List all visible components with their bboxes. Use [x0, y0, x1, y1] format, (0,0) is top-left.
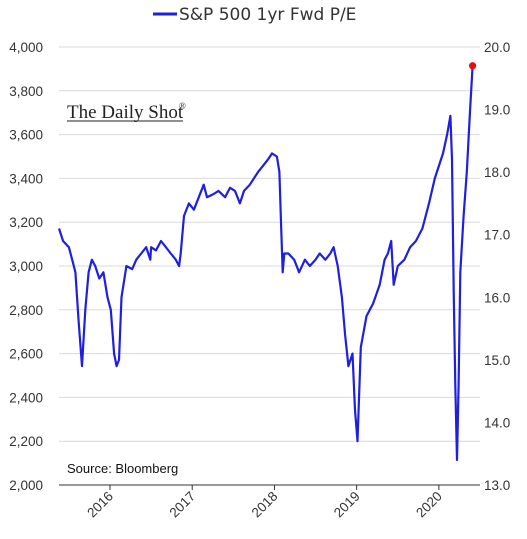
series-layer: [57, 62, 477, 462]
y-left-tick-label: 4,000: [9, 40, 43, 55]
y-axis-left-labels: 2,000 2,200 2,400 2,600 2,800 3,000 3,200 3,400…: [9, 40, 43, 493]
y-left-tick-label: 2,400: [9, 390, 43, 405]
y-right-tick-label: 17.0: [484, 228, 510, 243]
y-right-tick-label: 19.0: [484, 103, 510, 118]
y-right-tick-label: 18.0: [484, 165, 510, 180]
source-note: Source: Bloomberg: [67, 461, 178, 476]
y-left-tick-label: 2,200: [9, 434, 43, 449]
y-left-tick-label: 3,400: [9, 171, 43, 186]
legend-label: S&P 500 1yr Fwd P/E: [179, 5, 356, 25]
brand-text: The Daily Shot: [67, 102, 184, 123]
latest-point-marker: [468, 62, 477, 70]
y-left-tick-label: 3,200: [9, 215, 43, 230]
x-tick-label: 2016: [84, 489, 116, 521]
y-right-tick-label: 20.0: [484, 40, 510, 55]
y-left-tick-label: 2,800: [9, 303, 43, 318]
y-left-tick-label: 2,600: [9, 347, 43, 362]
series-line: [57, 65, 474, 462]
x-tick-label: 2018: [249, 489, 281, 521]
x-tick-label: 2017: [166, 489, 198, 521]
y-axis-right-labels: 13.0 14.0 15.0 16.0 17.0 18.0 19.0 20.0: [484, 40, 510, 493]
brand-logo: The Daily Shot ®: [67, 101, 186, 123]
y-right-tick-label: 14.0: [484, 415, 510, 430]
y-left-tick-label: 3,000: [9, 259, 43, 274]
x-tick-label: 2020: [413, 489, 445, 521]
x-axis: 2016 2017 2018 2019 2020: [59, 484, 480, 521]
legend: S&P 500 1yr Fwd P/E: [153, 5, 356, 25]
y-left-tick-label: 2,000: [9, 478, 43, 493]
y-right-tick-label: 16.0: [484, 290, 510, 305]
y-left-tick-label: 3,800: [9, 84, 43, 99]
y-right-tick-label: 13.0: [484, 478, 510, 493]
y-right-tick-label: 15.0: [484, 353, 510, 368]
x-tick-label: 2019: [331, 489, 363, 521]
brand-trademark: ®: [179, 101, 186, 111]
y-left-tick-label: 3,600: [9, 128, 43, 143]
